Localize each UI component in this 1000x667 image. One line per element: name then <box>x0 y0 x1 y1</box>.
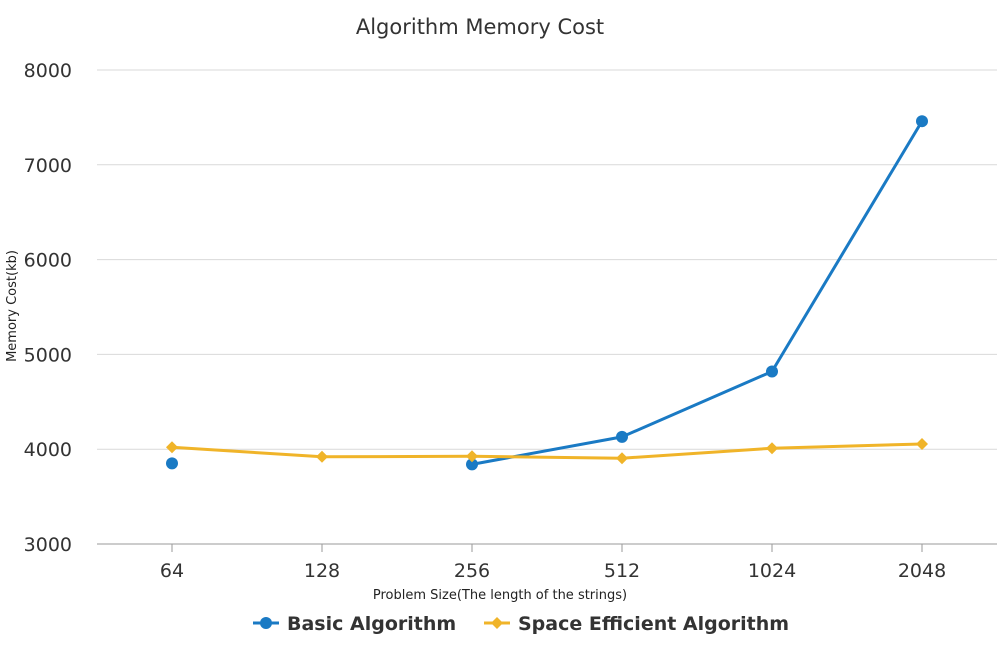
y-tick-label: 3000 <box>24 534 72 556</box>
data-point-circle[interactable] <box>766 365 778 378</box>
legend-label: Space Efficient Algorithm <box>518 613 789 635</box>
data-point-diamond[interactable] <box>316 450 328 463</box>
y-tick-labels: 3000 4000 5000 6000 7000 8000 <box>24 60 72 556</box>
x-tick-label: 2048 <box>898 560 946 582</box>
data-point-diamond[interactable] <box>916 437 928 450</box>
data-point-diamond[interactable] <box>166 441 178 454</box>
data-point-circle[interactable] <box>166 457 178 470</box>
x-tick-label: 128 <box>304 560 340 582</box>
data-point-circle <box>260 617 272 629</box>
data-point-diamond[interactable] <box>766 442 778 455</box>
x-tick-label: 512 <box>604 560 640 582</box>
legend[interactable]: Basic Algorithm Space Efficient Algorithm <box>253 613 789 635</box>
gridlines <box>97 69 997 545</box>
series-1 <box>166 437 928 465</box>
x-tick-labels: 64 128 256 512 1024 2048 <box>160 544 946 582</box>
series-0 <box>166 115 928 471</box>
x-tick-label: 64 <box>160 560 184 582</box>
series-lines <box>166 115 928 471</box>
chart-title: Algorithm Memory Cost <box>356 15 604 39</box>
y-tick-label: 7000 <box>24 155 72 177</box>
data-point-circle[interactable] <box>616 430 628 443</box>
x-tick-label: 1024 <box>748 560 796 582</box>
y-axis-label: Memory Cost(kb) <box>5 250 20 362</box>
data-point-circle[interactable] <box>916 115 928 128</box>
data-point-diamond[interactable] <box>466 450 478 463</box>
x-axis-label: Problem Size(The length of the strings) <box>373 588 627 603</box>
series-line <box>171 442 923 460</box>
x-tick-label: 256 <box>454 560 490 582</box>
legend-label: Basic Algorithm <box>287 613 456 635</box>
y-tick-label: 5000 <box>24 344 72 366</box>
data-point-diamond <box>491 617 503 629</box>
data-point-diamond[interactable] <box>616 452 628 465</box>
y-tick-label: 4000 <box>24 439 72 461</box>
series-line <box>471 120 924 466</box>
data-point-circle[interactable] <box>466 458 478 471</box>
legend-item-1[interactable]: Space Efficient Algorithm <box>484 613 789 635</box>
legend-item-0[interactable]: Basic Algorithm <box>253 613 456 635</box>
y-tick-label: 6000 <box>24 250 72 272</box>
y-tick-label: 8000 <box>24 60 72 82</box>
